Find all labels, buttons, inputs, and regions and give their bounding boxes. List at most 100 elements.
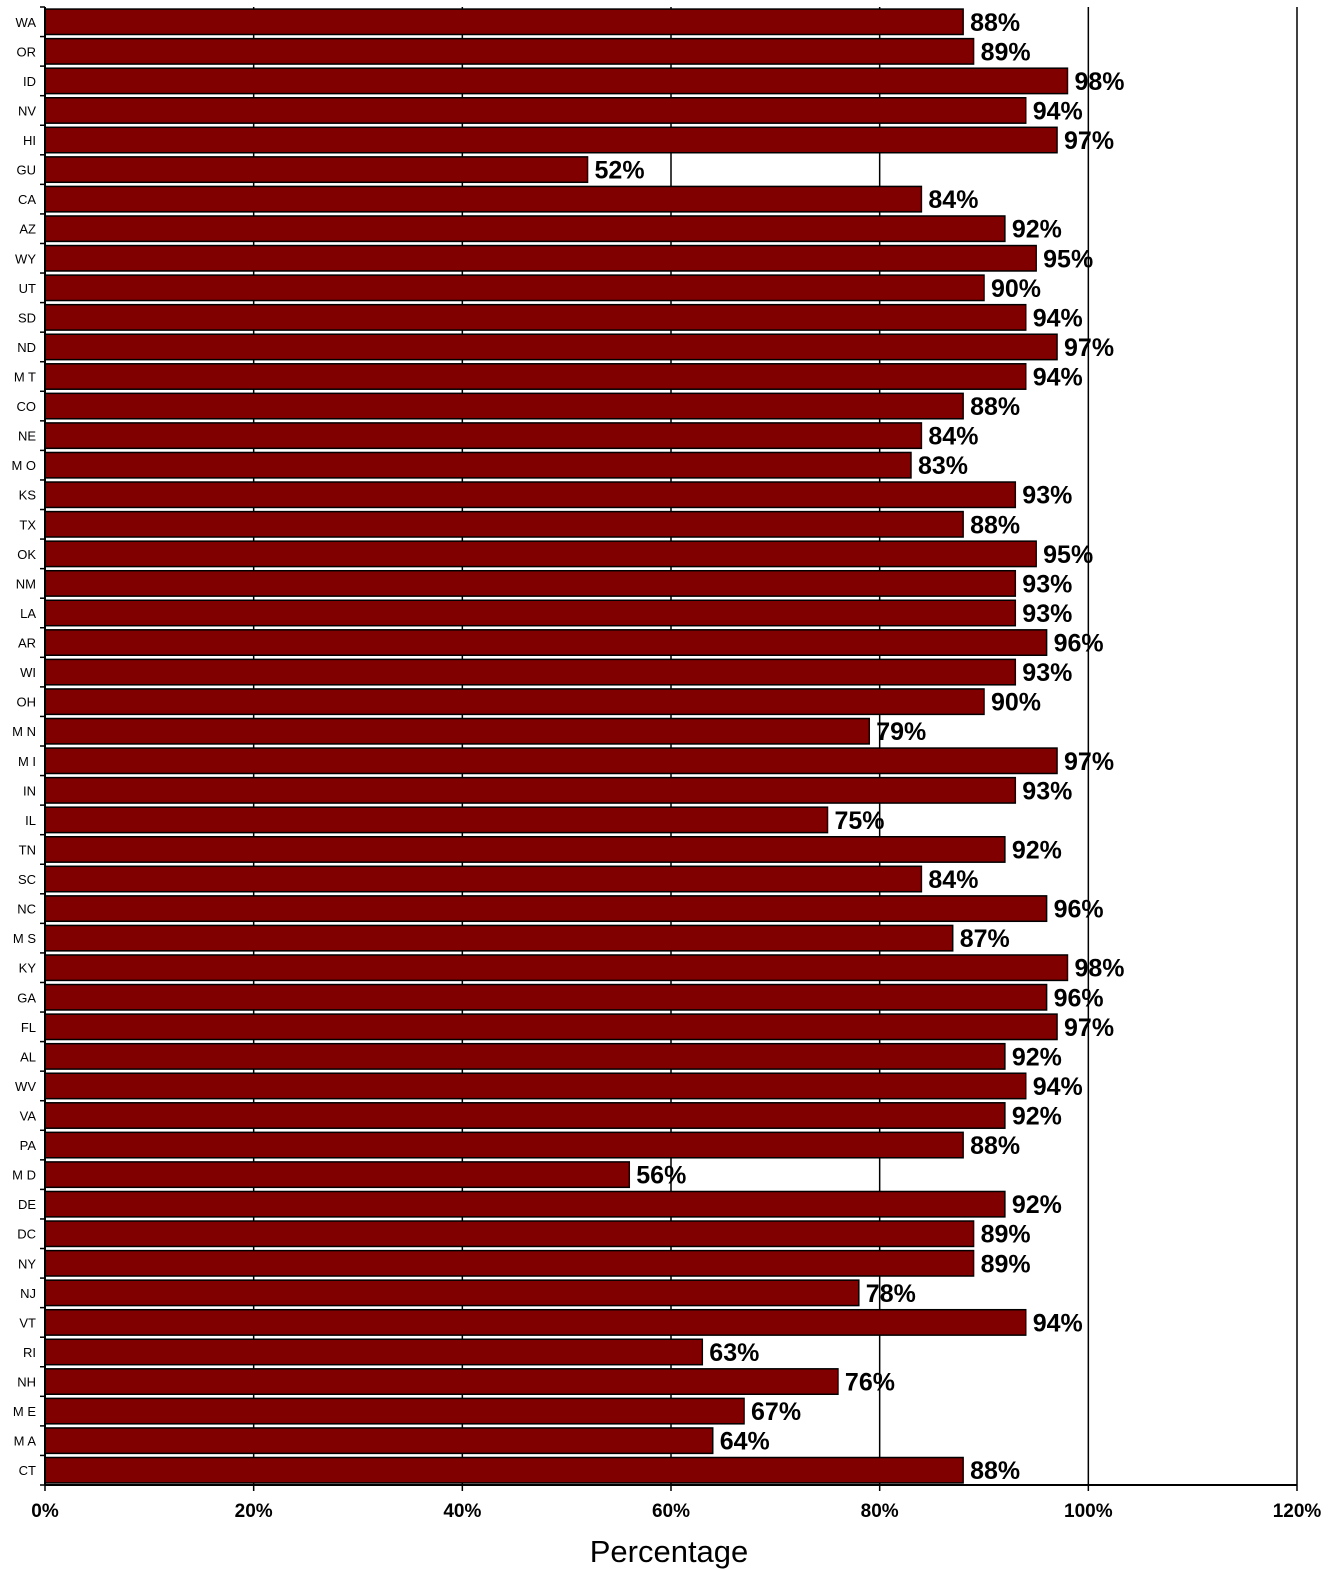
bar-ma bbox=[44, 1427, 714, 1455]
data-label-il: 75% bbox=[835, 807, 885, 835]
category-label-ca: CA bbox=[18, 192, 36, 207]
category-label-az: AZ bbox=[19, 222, 36, 237]
category-label-me: M E bbox=[13, 1404, 36, 1419]
x-tick-label: 100% bbox=[1064, 1501, 1113, 1522]
category-label-ny: NY bbox=[18, 1256, 36, 1271]
category-label-md: M D bbox=[12, 1168, 36, 1183]
bar-ny bbox=[44, 1249, 975, 1277]
bar-ky bbox=[44, 954, 1069, 982]
category-label-sd: SD bbox=[18, 310, 36, 325]
data-label-wi: 93% bbox=[1022, 659, 1072, 687]
bar-ga bbox=[44, 983, 1048, 1011]
bar-wa bbox=[44, 8, 964, 36]
bar-id bbox=[44, 67, 1069, 95]
category-label-ar: AR bbox=[18, 636, 36, 651]
data-label-mo: 83% bbox=[918, 452, 968, 480]
data-label-gu: 52% bbox=[595, 157, 645, 185]
axes bbox=[40, 6, 1298, 1491]
category-label-ut: UT bbox=[19, 281, 36, 296]
data-label-al: 92% bbox=[1012, 1043, 1062, 1071]
data-label-ok: 95% bbox=[1043, 541, 1093, 569]
data-label-ms: 87% bbox=[960, 925, 1010, 953]
bar-ne bbox=[44, 422, 923, 450]
bar-ks bbox=[44, 481, 1017, 509]
data-label-wy: 95% bbox=[1043, 245, 1093, 273]
category-label-ga: GA bbox=[17, 990, 36, 1005]
data-label-la: 93% bbox=[1022, 600, 1072, 628]
category-label-or: OR bbox=[17, 44, 37, 59]
data-label-nd: 97% bbox=[1064, 334, 1114, 362]
data-labels: 88%89%98%94%97%52%84%92%95%90%94%97%94%8… bbox=[595, 9, 1125, 1485]
bar-tn bbox=[44, 835, 1006, 863]
data-label-mi: 97% bbox=[1064, 748, 1114, 776]
bar-nc bbox=[44, 895, 1048, 923]
category-label-al: AL bbox=[20, 1049, 36, 1064]
x-tick-label: 40% bbox=[443, 1501, 481, 1522]
category-label-mi: M I bbox=[18, 754, 36, 769]
category-label-hi: HI bbox=[23, 133, 36, 148]
bar-nj bbox=[44, 1279, 860, 1307]
data-label-mn: 79% bbox=[876, 718, 926, 746]
data-label-va: 92% bbox=[1012, 1103, 1062, 1131]
data-label-ny: 89% bbox=[981, 1250, 1031, 1278]
bar-mt bbox=[44, 363, 1027, 390]
bar-me bbox=[44, 1397, 745, 1425]
category-label-ms: M S bbox=[13, 931, 36, 946]
bar-il bbox=[44, 806, 829, 834]
bar-oh bbox=[44, 688, 985, 716]
category-label-ky: KY bbox=[19, 961, 37, 976]
data-label-nj: 78% bbox=[866, 1280, 916, 1308]
data-label-hi: 97% bbox=[1064, 127, 1114, 155]
category-label-nm: NM bbox=[16, 576, 36, 591]
bar-fl bbox=[44, 1013, 1058, 1041]
category-label-in: IN bbox=[23, 783, 36, 798]
category-label-fl: FL bbox=[21, 1020, 36, 1035]
bar-az bbox=[44, 215, 1006, 243]
bar-ms bbox=[44, 924, 954, 952]
data-label-or: 89% bbox=[981, 38, 1031, 66]
bar-ca bbox=[44, 185, 923, 213]
category-label-de: DE bbox=[18, 1197, 36, 1212]
category-label-dc: DC bbox=[17, 1227, 36, 1242]
data-label-ca: 84% bbox=[928, 186, 978, 214]
category-label-va: VA bbox=[20, 1109, 37, 1124]
bar-vt bbox=[44, 1308, 1027, 1336]
bar-or bbox=[44, 37, 975, 65]
data-label-ri: 63% bbox=[709, 1339, 759, 1367]
bar-tx bbox=[44, 510, 964, 538]
x-axis-title: Percentage bbox=[590, 1534, 749, 1569]
category-label-tn: TN bbox=[19, 842, 36, 857]
data-label-ma: 64% bbox=[720, 1428, 770, 1456]
bar-nm bbox=[44, 569, 1017, 597]
data-label-az: 92% bbox=[1012, 216, 1062, 244]
category-label-mo: M O bbox=[11, 458, 36, 473]
bar-ut bbox=[44, 274, 985, 302]
category-label-ne: NE bbox=[18, 429, 36, 444]
data-label-nv: 94% bbox=[1033, 97, 1083, 125]
x-tick-label: 120% bbox=[1273, 1501, 1322, 1522]
category-label-ri: RI bbox=[23, 1345, 36, 1360]
bar-dc bbox=[44, 1220, 975, 1248]
category-label-nh: NH bbox=[17, 1375, 36, 1390]
category-labels: WA OR ID NV HI GU CA AZ WY UT SD ND M T CO NE M O KS TX OK… bbox=[11, 15, 36, 1478]
data-label-wa: 88% bbox=[970, 9, 1020, 37]
category-label-wi: WI bbox=[20, 665, 36, 680]
bar-hi bbox=[44, 126, 1058, 154]
bar-mi bbox=[44, 747, 1058, 775]
category-label-nv: NV bbox=[18, 103, 36, 118]
bar-pa bbox=[44, 1131, 964, 1159]
data-label-mt: 94% bbox=[1033, 364, 1083, 392]
bar-ct bbox=[44, 1456, 964, 1484]
bar-co bbox=[44, 392, 964, 420]
bar-nv bbox=[44, 96, 1027, 124]
bar-nh bbox=[44, 1368, 839, 1396]
category-label-id: ID bbox=[23, 74, 36, 89]
category-label-ok: OK bbox=[17, 547, 36, 562]
data-label-nc: 96% bbox=[1054, 896, 1104, 924]
x-tick-label: 60% bbox=[652, 1501, 690, 1522]
bar-md bbox=[44, 1161, 631, 1189]
bar-wy bbox=[44, 244, 1037, 272]
data-label-ar: 96% bbox=[1054, 630, 1104, 658]
bar-wi bbox=[44, 658, 1017, 686]
category-label-nd: ND bbox=[17, 340, 36, 355]
